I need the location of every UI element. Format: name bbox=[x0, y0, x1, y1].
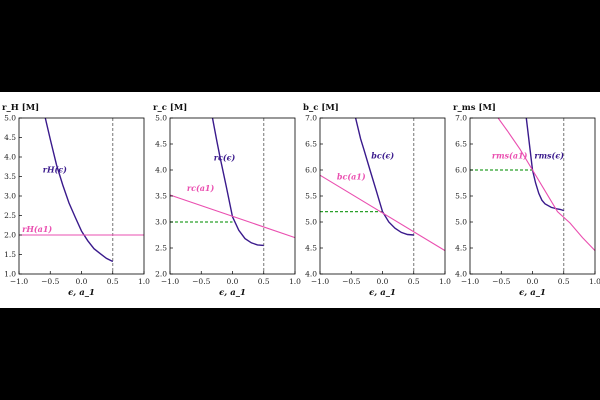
y-tick-label: 5.0 bbox=[155, 114, 167, 123]
y-tick-label: 6.5 bbox=[305, 140, 317, 149]
y-tick-label: 1.0 bbox=[4, 270, 16, 279]
curve-label: bc(ϵ) bbox=[371, 151, 394, 161]
series-line-bc(ϵ) bbox=[354, 117, 414, 236]
figure-panel: r_H [M] −1.0 −0.5 0.0 0.5 1.0 1.0 1.5 2.0 2.5 3.0 3… bbox=[0, 92, 600, 308]
series-line-rH(ϵ) bbox=[44, 117, 114, 263]
y-tick-label: 7.0 bbox=[455, 114, 467, 123]
y-tick-label: 4.5 bbox=[4, 133, 16, 142]
x-axis-label: ϵ, a_1 bbox=[219, 288, 246, 298]
curve-label: rms(ϵ) bbox=[534, 151, 564, 161]
y-tick-label: 6.0 bbox=[305, 166, 317, 175]
y-tick-label: 4.0 bbox=[155, 166, 167, 175]
y-tick-label: 6.0 bbox=[455, 166, 467, 175]
series-line-bc(a1) bbox=[319, 174, 446, 252]
x-tick-label: 0.0 bbox=[377, 277, 389, 286]
x-tick-label: −0.5 bbox=[41, 277, 59, 286]
x-tick-label: −0.5 bbox=[192, 277, 210, 286]
x-tick-label: −1.0 bbox=[311, 277, 329, 286]
y-axis-label: r_H [M] bbox=[2, 103, 39, 113]
y-axis-label: r_c [M] bbox=[153, 103, 187, 113]
series-line-rms(a1) bbox=[497, 117, 596, 251]
y-tick-label: 3.0 bbox=[4, 192, 16, 201]
curve-label: rc(ϵ) bbox=[214, 153, 236, 163]
y-tick-label: 4.5 bbox=[455, 244, 467, 253]
curve-label: rH(ϵ) bbox=[43, 165, 67, 175]
y-tick-label: 7.0 bbox=[305, 114, 317, 123]
y-tick-label: 5.0 bbox=[305, 218, 317, 227]
x-tick-label: 0.5 bbox=[107, 277, 119, 286]
y-tick-label: 4.0 bbox=[455, 270, 467, 279]
y-tick-label: 2.5 bbox=[4, 211, 16, 220]
plot-frame bbox=[18, 117, 145, 275]
y-tick-label: 3.0 bbox=[155, 218, 167, 227]
y-tick-label: 2.5 bbox=[155, 244, 167, 253]
x-tick-label: 1.0 bbox=[289, 277, 301, 286]
x-axis-label: ϵ, a_1 bbox=[369, 288, 396, 298]
y-tick-label: 4.0 bbox=[4, 153, 16, 162]
y-tick-label: 1.5 bbox=[4, 250, 16, 259]
y-tick-label: 5.0 bbox=[4, 114, 16, 123]
y-tick-label: 4.0 bbox=[305, 270, 317, 279]
x-tick-label: 1.0 bbox=[138, 277, 150, 286]
y-axis-label: r_ms [M] bbox=[453, 103, 496, 113]
curve-label: rH(a1) bbox=[22, 224, 52, 234]
x-tick-label: 0.5 bbox=[258, 277, 270, 286]
series-line-rc(a1) bbox=[169, 194, 296, 239]
y-tick-label: 3.5 bbox=[155, 192, 167, 201]
y-tick-label: 5.5 bbox=[455, 192, 467, 201]
series-line-rc(ϵ) bbox=[211, 117, 264, 247]
y-tick-label: 6.5 bbox=[455, 140, 467, 149]
curve-label: rms(a1) bbox=[492, 151, 528, 161]
chart-canvas: r_H [M] −1.0 −0.5 0.0 0.5 1.0 1.0 1.5 2.0 2.5 3.0 3… bbox=[2, 103, 600, 298]
y-tick-label: 4.5 bbox=[305, 244, 317, 253]
x-tick-label: 1.0 bbox=[439, 277, 451, 286]
plot-frame bbox=[469, 117, 596, 275]
curve-label: bc(a1) bbox=[337, 171, 366, 181]
x-tick-label: −1.0 bbox=[161, 277, 179, 286]
x-tick-label: −1.0 bbox=[461, 277, 479, 286]
y-tick-label: 5.0 bbox=[455, 218, 467, 227]
x-axis-label: ϵ, a_1 bbox=[519, 288, 546, 298]
y-tick-label: 4.5 bbox=[155, 140, 167, 149]
y-tick-label: 5.5 bbox=[305, 192, 317, 201]
curve-label: rc(a1) bbox=[187, 183, 215, 193]
series-line-rms(ϵ) bbox=[525, 117, 565, 212]
plot-frame bbox=[169, 117, 296, 275]
x-tick-label: 1.0 bbox=[589, 277, 600, 286]
x-axis-label: ϵ, a_1 bbox=[68, 288, 95, 298]
x-tick-label: −0.5 bbox=[342, 277, 360, 286]
x-tick-label: 0.0 bbox=[227, 277, 239, 286]
plot-frame bbox=[319, 117, 446, 275]
x-tick-label: 0.5 bbox=[408, 277, 420, 286]
y-tick-label: 2.0 bbox=[155, 270, 167, 279]
x-tick-label: 0.0 bbox=[527, 277, 539, 286]
x-tick-label: 0.0 bbox=[76, 277, 88, 286]
x-tick-label: 0.5 bbox=[558, 277, 570, 286]
y-tick-label: 2.0 bbox=[4, 231, 16, 240]
y-axis-label: b_c [M] bbox=[303, 103, 339, 113]
x-tick-label: −1.0 bbox=[10, 277, 28, 286]
x-tick-label: −0.5 bbox=[492, 277, 510, 286]
y-tick-label: 3.5 bbox=[4, 172, 16, 181]
